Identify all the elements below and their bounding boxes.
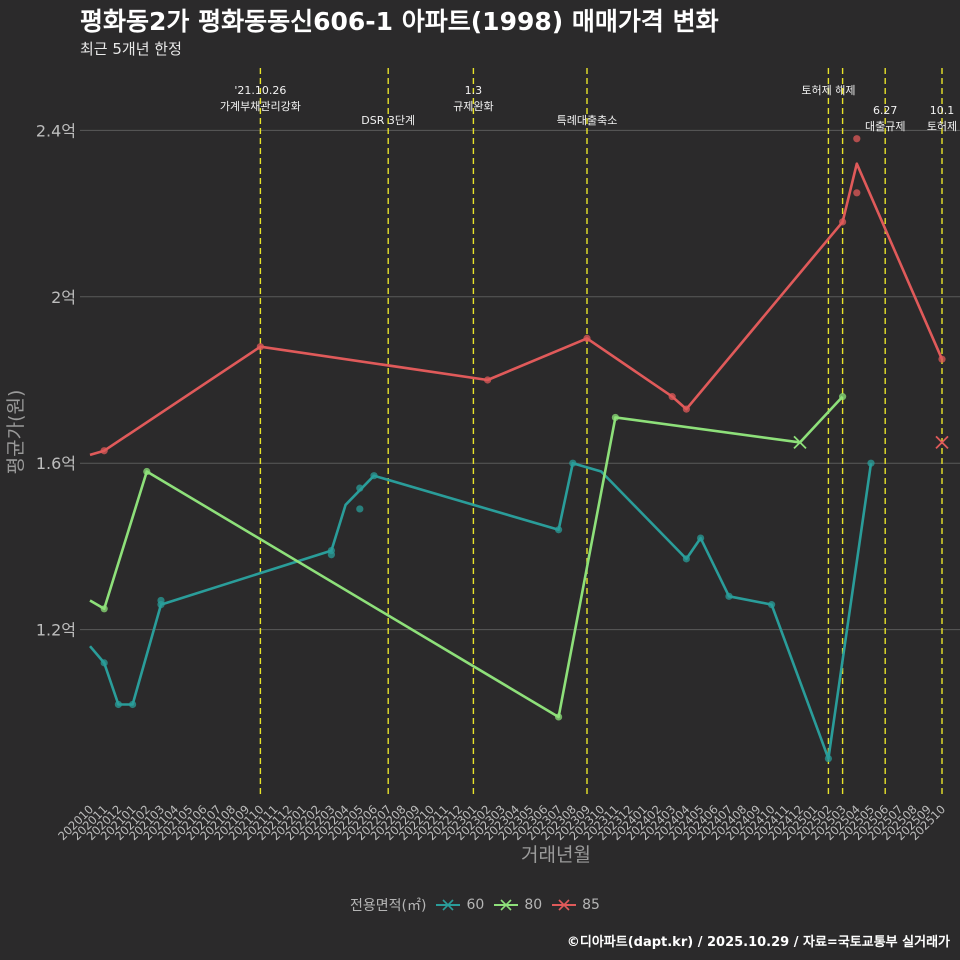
event-label: 규제완화 (453, 100, 493, 113)
source-footer: ©디아파트(dapt.kr) / 2025.10.29 / 자료=국토교통부 실… (566, 935, 950, 950)
data-point-60 (725, 592, 733, 600)
chart-title: 평화동2가 평화동동신606-1 아파트(1998) 매매가격 변화 (80, 7, 719, 36)
event-label: 토허제 해제 (801, 83, 855, 97)
event-label: 토허제 (927, 120, 957, 133)
y-tick-label: 2.4억 (36, 121, 76, 140)
event-label: 6.27 (873, 104, 898, 117)
data-point-60 (555, 526, 563, 534)
data-point-60 (569, 459, 577, 467)
legend-key-60-icon (436, 899, 461, 911)
legend-label-85: 85 (582, 897, 600, 913)
data-point-80 (611, 413, 620, 422)
data-point-80 (555, 713, 563, 721)
legend-item-85[interactable]: 85 (552, 897, 600, 913)
legend-label-60: 60 (466, 897, 485, 913)
event-label: 가계부채관리강화 (220, 100, 301, 113)
chart-subtitle: 최근 5개년 한정 (80, 40, 182, 58)
x-axis-title: 거래년월 (521, 844, 591, 866)
data-point-60 (768, 601, 776, 609)
data-point-85 (839, 218, 847, 226)
data-point-85 (668, 393, 676, 401)
legend-item-60[interactable]: 60 (436, 897, 484, 913)
data-point-85 (682, 405, 691, 413)
event-label: DSR 3단계 (361, 114, 415, 127)
legend-title: 전용면적(㎡) (350, 898, 427, 914)
data-point-85 (853, 135, 861, 143)
data-point-60 (682, 555, 691, 563)
x-marker-stroke (793, 435, 807, 450)
event-label: '21.10.26 (234, 84, 286, 97)
legend-label-80: 80 (524, 897, 543, 913)
x-marker-80 (793, 435, 807, 450)
x-marker-stroke (935, 435, 949, 450)
data-point-80 (100, 605, 108, 613)
event-label: 대출규제 (865, 120, 905, 133)
series-line-80 (89, 395, 844, 719)
event-label: 1.3 (465, 84, 483, 97)
x-marker-85 (935, 435, 949, 450)
data-point-85 (100, 447, 108, 455)
legend-key-85-icon (552, 899, 577, 911)
data-point-60 (356, 505, 364, 513)
data-point-85 (256, 343, 264, 351)
legend-item-80[interactable]: 80 (494, 897, 542, 913)
series-line-85 (89, 162, 944, 457)
y-tick-label: 1.6억 (36, 454, 76, 473)
y-axis-title: 평균가(원) (5, 390, 27, 475)
data-point-85 (583, 334, 591, 342)
legend-key-80-icon (494, 899, 519, 911)
data-point-80 (839, 393, 847, 401)
y-tick-label: 1.2억 (36, 621, 76, 640)
data-point-60 (356, 484, 364, 492)
data-point-60 (824, 754, 833, 763)
event-label: 10.1 (930, 104, 955, 117)
data-point-60 (114, 700, 122, 709)
data-point-60 (327, 546, 335, 555)
data-point-85 (938, 355, 946, 363)
data-point-60 (370, 472, 378, 480)
y-tick-label: 2억 (51, 288, 76, 307)
data-point-80 (143, 467, 151, 476)
data-point-85 (853, 189, 861, 197)
data-point-60 (867, 459, 875, 467)
data-point-60 (697, 534, 705, 542)
data-point-60 (129, 700, 137, 709)
data-point-60 (100, 659, 108, 667)
event-label: 특례대출축소 (557, 114, 618, 127)
data-point-85 (484, 376, 492, 384)
legend: 전용면적(㎡) 60 80 85 (0, 895, 960, 915)
data-point-60 (157, 601, 165, 609)
